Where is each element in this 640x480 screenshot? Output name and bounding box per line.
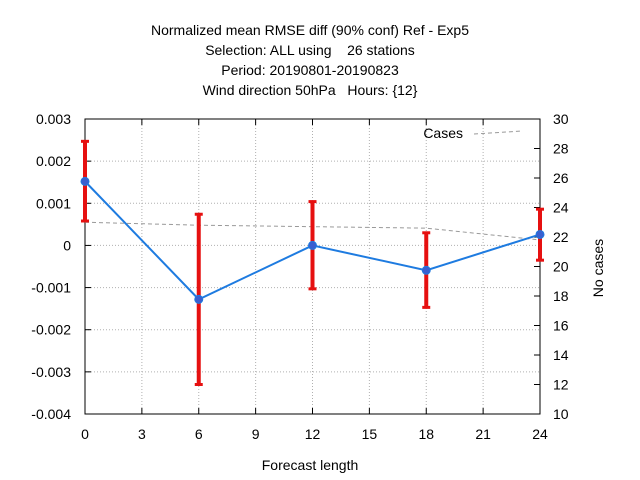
series-marks	[80, 139, 545, 386]
y-tick-label-right: 26	[553, 170, 569, 186]
y-tick-label-right: 30	[553, 111, 569, 127]
y-tick-label-right: 16	[553, 318, 569, 334]
y-tick-label-right: 18	[553, 288, 569, 304]
y-tick-label-left: 0.003	[36, 111, 71, 127]
y-tick-label-right: 20	[553, 259, 569, 275]
data-point	[421, 265, 431, 275]
y-tick-label-right: 12	[553, 377, 569, 393]
y-tick-label-left: 0.001	[36, 195, 71, 211]
y-tick-label-left: -0.004	[31, 406, 71, 422]
data-point	[535, 229, 545, 239]
data-point	[194, 294, 204, 304]
data-point	[308, 240, 317, 250]
legend-swatch-cases	[473, 130, 523, 135]
x-tick-label: 9	[252, 426, 260, 442]
y-tick-label-left: -0.002	[31, 322, 71, 338]
x-tick-label: 6	[195, 426, 203, 442]
y-tick-label-left: 0	[63, 237, 71, 253]
x-tick-label: 21	[475, 426, 491, 442]
y-tick-label-right: 22	[553, 229, 569, 245]
title-line-2: Selection: ALL using 26 stations	[205, 42, 415, 58]
x-tick-label: 0	[81, 426, 89, 442]
legend: Cases	[423, 125, 523, 141]
y-tick-label-left: -0.001	[31, 280, 71, 296]
data-point	[80, 176, 90, 186]
chart-title: Normalized mean RMSE diff (90% conf) Ref…	[151, 22, 469, 98]
x-axis-label: Forecast length	[262, 457, 359, 473]
x-tick-label: 24	[532, 426, 548, 442]
x-tick-label: 18	[418, 426, 434, 442]
title-line-3: Period: 20190801-20190823	[221, 62, 399, 78]
title-line-4: Wind direction 50hPa Hours: {12}	[203, 82, 418, 98]
y-tick-label-right: 10	[553, 406, 569, 422]
title-line-1: Normalized mean RMSE diff (90% conf) Ref…	[151, 22, 469, 38]
x-tick-label: 12	[305, 426, 321, 442]
y-tick-label-right: 24	[553, 200, 569, 216]
x-tick-label: 3	[138, 426, 146, 442]
y-tick-label-left: 0.002	[36, 153, 71, 169]
legend-label-cases: Cases	[423, 125, 463, 141]
y-tick-label-right: 28	[553, 141, 569, 157]
y-tick-label-left: -0.003	[31, 364, 71, 380]
y-tick-label-right: 14	[553, 347, 569, 363]
x-tick-label: 15	[362, 426, 378, 442]
axis-ticks: 0 3 6 9 12 15 18 21 24 -0.004 -0.003 -0.002 -0.001 0 0…	[31, 111, 568, 442]
right-axis-label: No cases	[590, 239, 606, 297]
